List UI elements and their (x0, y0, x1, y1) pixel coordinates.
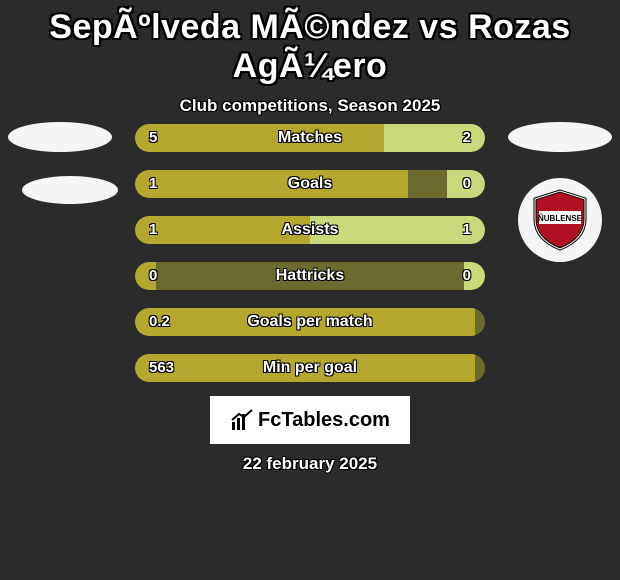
stat-row: 52Matches (135, 124, 485, 152)
row-label: Goals (135, 170, 485, 198)
page-title: SepÃºlveda MÃ©ndez vs Rozas AgÃ¼ero (0, 0, 620, 86)
row-label: Min per goal (135, 354, 485, 382)
footer-brand: FcTables.com (210, 396, 410, 444)
stat-row: 0.2Goals per match (135, 308, 485, 336)
player2-club-badge: ÑUBLENSE (518, 178, 602, 262)
club-shield-icon: ÑUBLENSE (531, 189, 589, 251)
row-label: Goals per match (135, 308, 485, 336)
player1-photo-placeholder (8, 122, 112, 152)
fctables-logo-icon (230, 408, 254, 432)
player2-photo-placeholder (508, 122, 612, 152)
comparison-bars: 52Matches 10Goals 11Assists 00Hattricks 0.2G… (135, 124, 485, 400)
footer-brand-text: FcTables.com (258, 409, 390, 432)
stat-row: 563Min per goal (135, 354, 485, 382)
stat-row: 11Assists (135, 216, 485, 244)
player1-club-placeholder (22, 176, 118, 204)
row-label: Assists (135, 216, 485, 244)
stat-row: 10Goals (135, 170, 485, 198)
row-label: Hattricks (135, 262, 485, 290)
row-label: Matches (135, 124, 485, 152)
subtitle: Club competitions, Season 2025 (0, 96, 620, 116)
date-label: 22 february 2025 (0, 454, 620, 474)
svg-text:ÑUBLENSE: ÑUBLENSE (538, 214, 583, 223)
stat-row: 00Hattricks (135, 262, 485, 290)
